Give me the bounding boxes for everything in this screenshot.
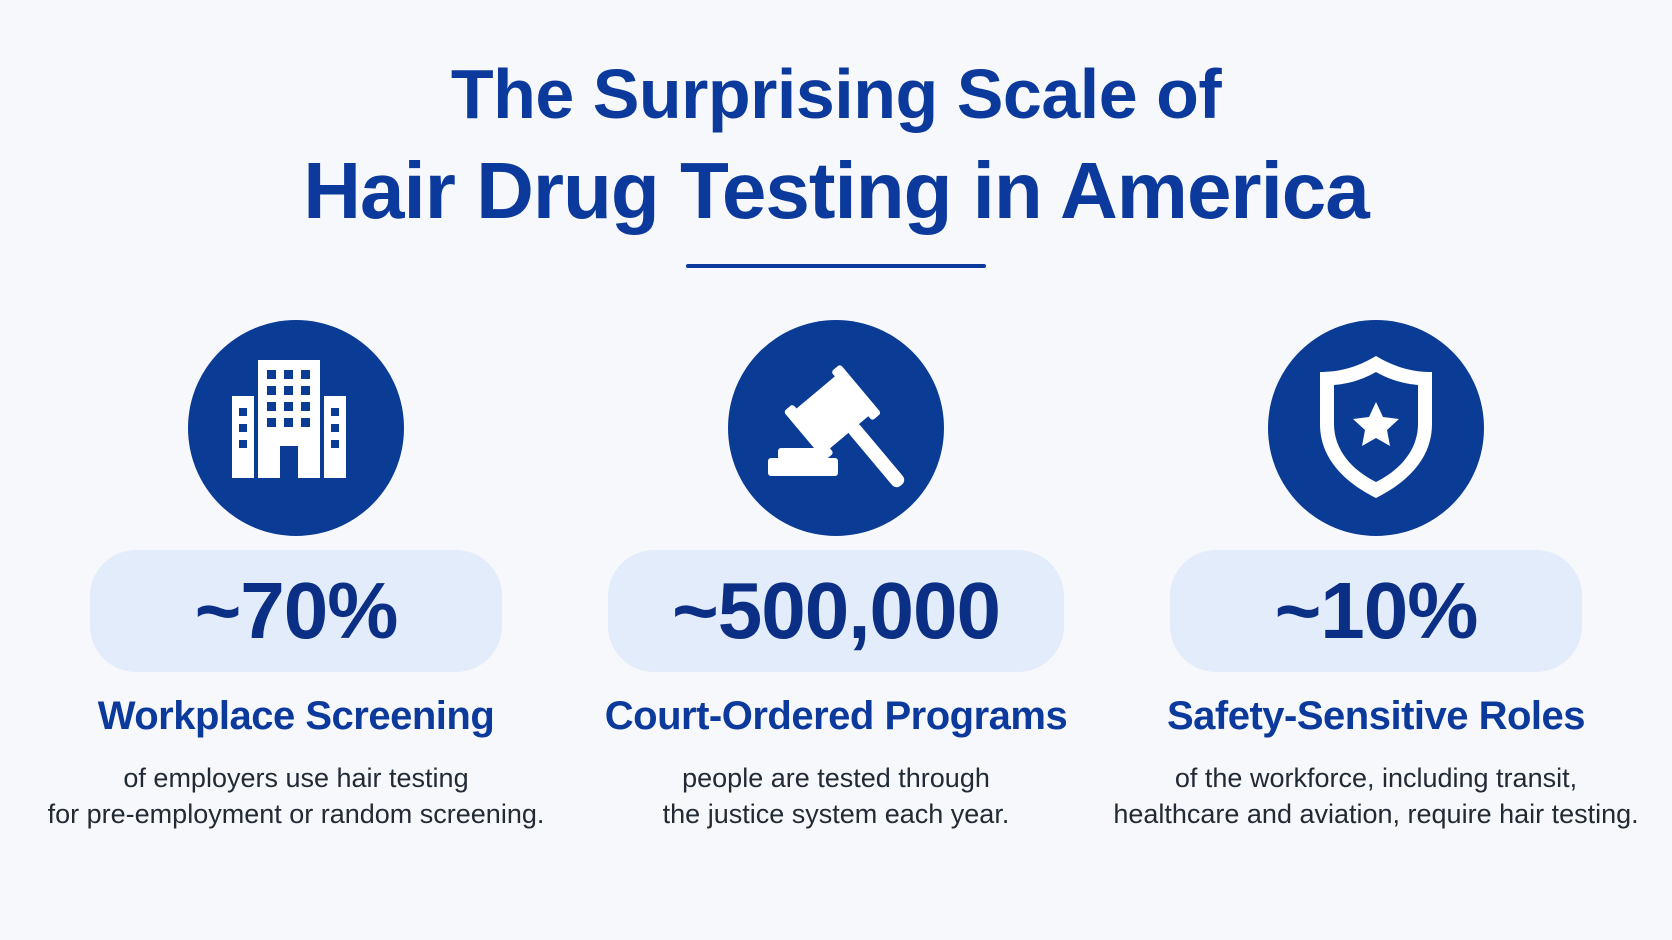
stat-card-court-ordered-programs: ~500,000 Court-Ordered Programs people a… — [586, 320, 1086, 860]
card-description-line: for pre-employment or random screening. — [47, 799, 545, 829]
page-title-line-1: The Surprising Scale of — [450, 55, 1222, 133]
title-divider — [686, 264, 986, 268]
card-description: people are tested through the justice sy… — [546, 760, 1126, 832]
stat-badge: ~10% — [1170, 550, 1582, 672]
card-description-line: of the workforce, including transit, — [1174, 763, 1578, 793]
card-description: of employers use hair testing for pre-em… — [6, 760, 586, 832]
stat-value: ~500,000 — [672, 566, 1001, 655]
card-description-line: healthcare and aviation, require hair te… — [1113, 799, 1639, 829]
gavel-icon — [728, 320, 944, 536]
stat-value: ~10% — [1274, 566, 1479, 655]
card-description: of the workforce, including transit, hea… — [1086, 760, 1666, 832]
card-title: Court-Ordered Programs — [604, 694, 1068, 738]
stat-badge: ~500,000 — [608, 550, 1064, 672]
card-title: Workplace Screening — [97, 694, 495, 738]
stat-value: ~70% — [194, 566, 399, 655]
card-description-line: people are tested through — [682, 763, 990, 793]
card-description-line: of employers use hair testing — [123, 763, 469, 793]
stat-badge: ~70% — [90, 550, 502, 672]
office-building-icon — [188, 320, 404, 536]
card-title: Safety-Sensitive Roles — [1166, 694, 1586, 738]
page-title-line-2: Hair Drug Testing in America — [303, 146, 1370, 235]
stat-card-workplace-screening: ~70% Workplace Screening of employers us… — [46, 320, 546, 860]
shield-star-icon — [1268, 320, 1484, 536]
card-description-line: the justice system each year. — [662, 799, 1010, 829]
stat-card-safety-sensitive-roles: ~10% Safety-Sensitive Roles of the workf… — [1113, 320, 1639, 860]
